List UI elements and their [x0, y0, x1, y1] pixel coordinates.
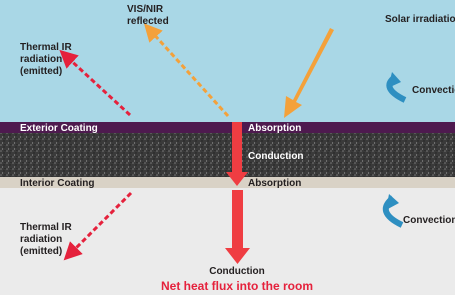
wall [0, 133, 455, 177]
label: Conduction [248, 151, 304, 162]
label: reflected [127, 16, 169, 27]
label: Thermal IR [20, 222, 72, 233]
label: Conduction [209, 266, 265, 277]
label: radiation [20, 54, 62, 65]
label: Exterior Coating [20, 123, 98, 134]
label: Absorption [248, 123, 301, 134]
label: Interior Coating [20, 178, 94, 189]
label: Thermal IR [20, 42, 72, 53]
label: (emitted) [20, 66, 62, 77]
label: Absorption [248, 178, 301, 189]
net-flux: Net heat flux into the room [161, 279, 313, 293]
diagram: VIS/NIR reflected Thermal IR radiation (… [0, 0, 455, 295]
label: radiation [20, 234, 62, 245]
label: Solar irradiation [385, 14, 455, 25]
label: VIS/NIR [127, 4, 164, 15]
label: Convection [412, 85, 455, 96]
label: Convection [403, 215, 455, 226]
label: (emitted) [20, 246, 62, 257]
